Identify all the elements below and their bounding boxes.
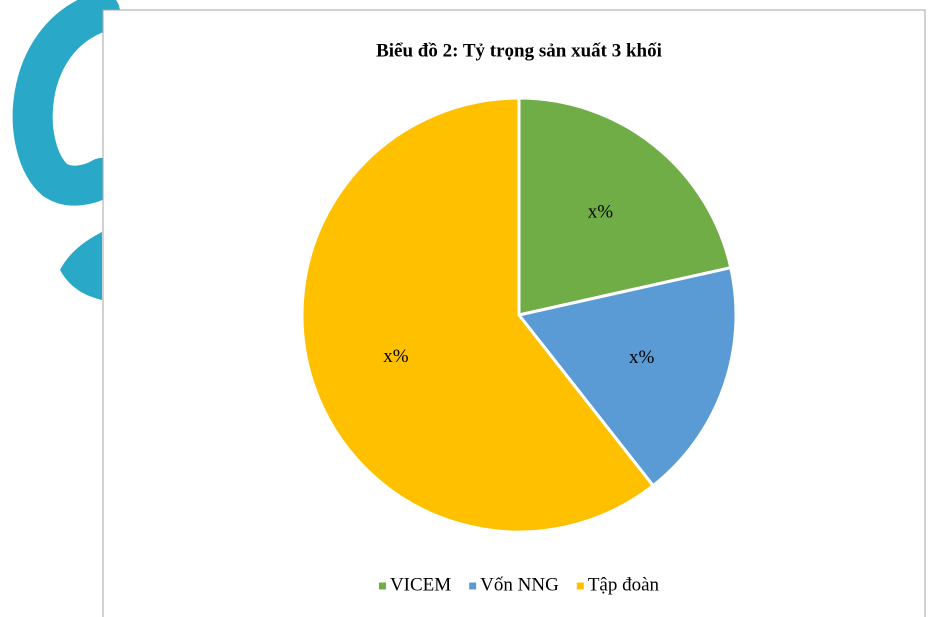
legend-swatch: [576, 582, 584, 590]
legend-label: Vốn NNG: [480, 574, 559, 595]
legend-swatch: [469, 582, 477, 590]
decoration: [60, 232, 102, 300]
slice: [516, 265, 738, 488]
data-label: x%: [588, 202, 614, 223]
legend-label: Tập đoàn: [588, 574, 660, 595]
legend: VICEM Vốn NNG Tập đoàn: [378, 574, 660, 595]
legend-label: VICEM: [390, 574, 451, 595]
data-label: x%: [629, 347, 655, 368]
slice: [300, 96, 656, 534]
data-label: x%: [383, 346, 409, 367]
slice: [517, 96, 733, 317]
slices: x% x% x%: [300, 96, 738, 534]
legend-swatch: [378, 582, 386, 590]
chart-title: Biểu đồ 2: Tỷ trọng sản xuất 3 khối: [376, 40, 662, 61]
decoration: [12, 0, 122, 206]
